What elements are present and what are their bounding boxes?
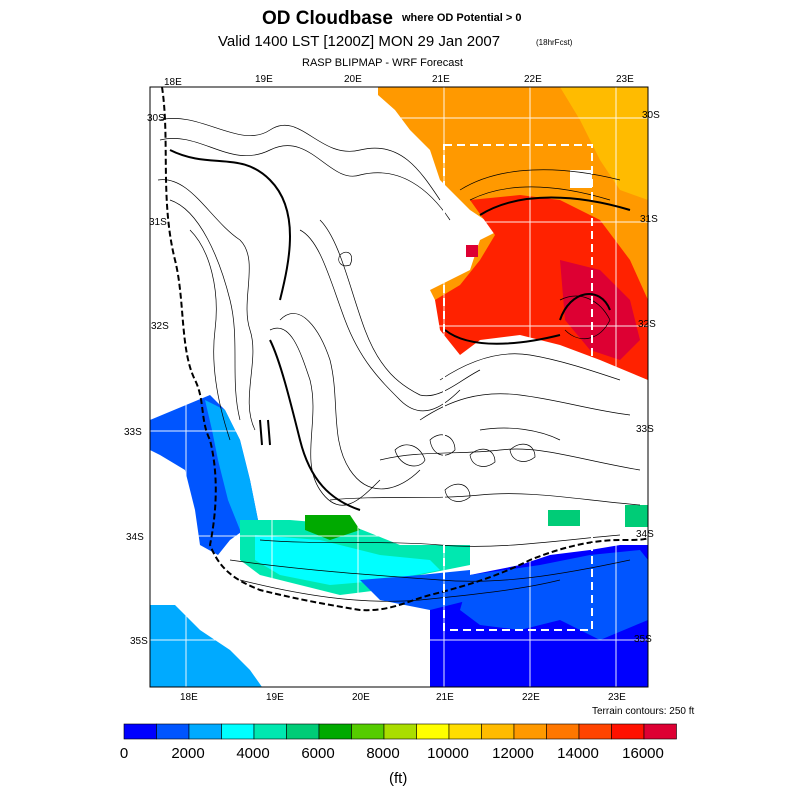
lat-label-right: 35S	[634, 634, 652, 645]
cloudbase-region-cyan-w	[205, 400, 258, 530]
cloudbase-region-aqua-s	[255, 535, 440, 585]
lat-label-right: 33S	[636, 424, 654, 435]
terrain-contours-major	[169, 149, 631, 511]
colorbar-swatch	[611, 723, 645, 740]
colorbar-tick-label: 4000	[236, 745, 269, 762]
colorbar-tick-label: 2000	[171, 745, 204, 762]
colorbar-swatch	[156, 723, 190, 740]
lat-labels-right: 30S 31S 32S 33S 34S 35S	[634, 110, 660, 645]
coastline	[161, 86, 649, 612]
cloudbase-region-lightorange-ne	[560, 87, 648, 200]
lat-label-right: 32S	[638, 319, 656, 330]
lon-label-top: 20E	[344, 74, 362, 85]
lat-label-left: 33S	[124, 427, 142, 438]
colorbar-tick-label: 14000	[557, 745, 599, 762]
colorbar-tick-label: 12000	[492, 745, 534, 762]
inner-domain-box	[443, 144, 593, 631]
colorbar-swatch	[448, 723, 482, 740]
colorbar-swatch	[578, 723, 612, 740]
forecast-hour-note: (18hrFcst)	[536, 38, 573, 47]
lon-label-top: 19E	[255, 74, 273, 85]
map-subtitle: where OD Potential > 0	[402, 12, 522, 24]
cloudbase-cell-green-e	[548, 510, 580, 526]
colorbar-swatch	[546, 723, 580, 740]
colorbar-swatch	[383, 723, 417, 740]
lat-label-right: 31S	[640, 214, 658, 225]
lat-label-right: 34S	[636, 529, 654, 540]
colorbar-swatch	[643, 723, 677, 740]
lon-label-bottom: 18E	[180, 692, 198, 703]
lon-labels-top: 18E 19E 20E 21E 22E 23E	[164, 74, 634, 88]
colorbar-tick-label: 0	[120, 745, 128, 762]
colorbar-tick-label: 10000	[427, 745, 469, 762]
lon-label-bottom: 20E	[352, 692, 370, 703]
map-title: OD Cloudbase	[262, 8, 393, 29]
lon-label-top: 23E	[616, 74, 634, 85]
lon-label-top: 22E	[524, 74, 542, 85]
colorbar-tick-labels: 0 2000 4000 6000 8000 10000 12000 14000 …	[120, 745, 664, 762]
colorbar-swatch	[513, 723, 547, 740]
colorbar-swatch	[481, 723, 515, 740]
lon-label-bottom: 23E	[608, 692, 626, 703]
lon-label-bottom: 21E	[436, 692, 454, 703]
cloudbase-region-deepred-ne	[560, 260, 640, 360]
valid-time-line: Valid 1400 LST [1200Z] MON 29 Jan 2007	[218, 33, 501, 50]
product-line: RASP BLIPMAP - WRF Forecast	[302, 57, 463, 69]
colorbar-swatch	[188, 723, 222, 740]
cloudbase-cell-green-se	[625, 505, 648, 527]
colorbar-swatch	[318, 723, 352, 740]
lat-label-left: 35S	[130, 636, 148, 647]
cloudbase-region-midblue-se	[460, 550, 648, 640]
lat-label-left: 34S	[126, 532, 144, 543]
lon-label-bottom: 19E	[266, 692, 284, 703]
colorbar-swatch	[416, 723, 450, 740]
cloudbase-gap-ne	[570, 170, 592, 188]
lat-label-right: 30S	[642, 110, 660, 121]
colorbar	[123, 723, 677, 740]
colorbar-tick-label: 8000	[366, 745, 399, 762]
cloudbase-region-green-s	[305, 515, 360, 540]
lon-labels-bottom: 18E 19E 20E 21E 22E 23E	[180, 692, 626, 703]
lon-label-bottom: 22E	[522, 692, 540, 703]
lon-label-top: 21E	[432, 74, 450, 85]
colorbar-unit: (ft)	[389, 770, 408, 787]
colorbar-swatch	[351, 723, 385, 740]
cloudbase-fill-layer	[150, 87, 648, 687]
lat-label-left: 30S	[147, 113, 165, 124]
cloudbase-cell-red	[466, 245, 478, 257]
map-frame-border	[149, 86, 649, 688]
lon-label-top: 18E	[164, 77, 182, 88]
colorbar-swatch	[286, 723, 320, 740]
colorbar-swatch	[123, 723, 157, 740]
colorbar-swatch	[221, 723, 255, 740]
terrain-contour-note: Terrain contours: 250 ft	[592, 706, 695, 717]
lat-label-left: 32S	[151, 321, 169, 332]
lat-labels-left: 30S 31S 32S 33S 34S 35S	[124, 113, 169, 647]
colorbar-swatch	[253, 723, 287, 740]
terrain-contours	[157, 118, 641, 602]
lat-label-left: 31S	[149, 217, 167, 228]
colorbar-tick-label: 6000	[301, 745, 334, 762]
cloudbase-region-lightblue-sw	[150, 605, 262, 687]
colorbar-tick-label: 16000	[622, 745, 664, 762]
